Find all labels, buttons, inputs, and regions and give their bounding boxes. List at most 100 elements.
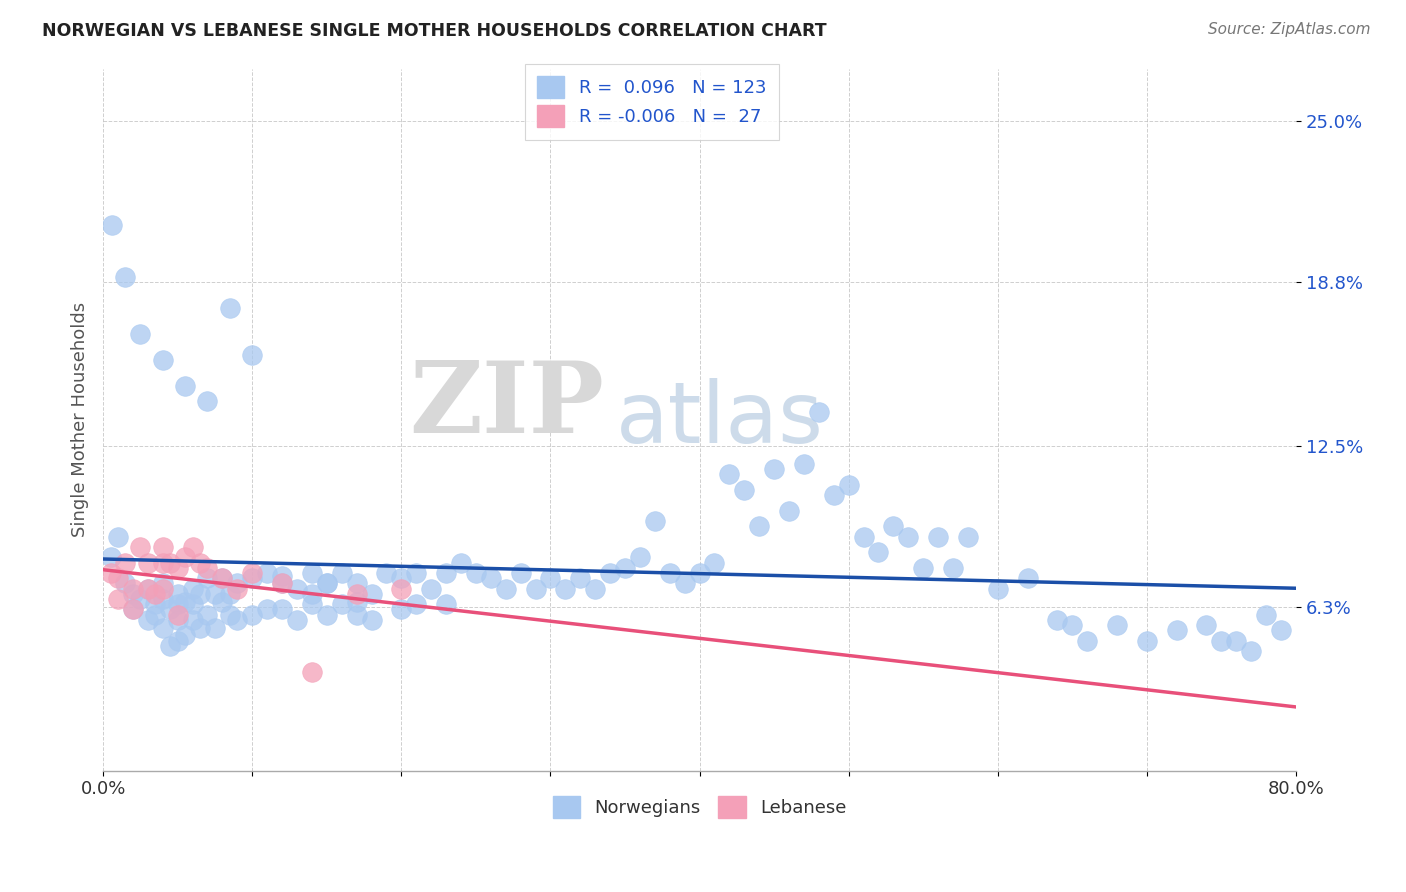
Point [420, 582, 443, 596]
Point [538, 571, 561, 585]
Point [226, 613, 249, 627]
Point [181, 540, 204, 554]
Point [763, 462, 786, 476]
Point [197, 571, 219, 585]
Point [181, 597, 204, 611]
Point [211, 594, 233, 608]
Point [405, 597, 427, 611]
Point [122, 582, 145, 596]
Point [152, 582, 174, 596]
Point [1254, 607, 1277, 622]
Point [658, 566, 681, 580]
Point [240, 348, 263, 362]
Point [375, 566, 398, 580]
Point [689, 566, 711, 580]
Point [181, 613, 204, 627]
Point [197, 607, 219, 622]
Point [166, 633, 188, 648]
Point [271, 602, 294, 616]
Point [218, 607, 240, 622]
Point [1166, 624, 1188, 638]
Point [464, 566, 486, 580]
Point [143, 597, 166, 611]
Point [346, 607, 368, 622]
Text: ZIP: ZIP [409, 357, 605, 454]
Point [301, 665, 323, 679]
Point [1076, 633, 1098, 648]
Point [256, 602, 278, 616]
Point [389, 571, 412, 585]
Point [942, 561, 965, 575]
Point [240, 566, 263, 580]
Point [122, 602, 145, 616]
Point [360, 613, 382, 627]
Text: Source: ZipAtlas.com: Source: ZipAtlas.com [1208, 22, 1371, 37]
Point [256, 566, 278, 580]
Point [174, 379, 197, 393]
Point [152, 621, 174, 635]
Point [1062, 618, 1084, 632]
Text: NORWEGIAN VS LEBANESE SINGLE MOTHER HOUSEHOLDS CORRELATION CHART: NORWEGIAN VS LEBANESE SINGLE MOTHER HOUS… [42, 22, 827, 40]
Point [211, 571, 233, 585]
Point [143, 607, 166, 622]
Point [166, 613, 188, 627]
Point [159, 639, 181, 653]
Point [188, 621, 211, 635]
Point [479, 571, 502, 585]
Point [405, 566, 427, 580]
Point [166, 607, 188, 622]
Point [1211, 633, 1233, 648]
Point [1240, 644, 1263, 658]
Point [673, 576, 696, 591]
Point [204, 621, 226, 635]
Point [868, 545, 890, 559]
Point [599, 566, 621, 580]
Point [733, 483, 755, 497]
Point [927, 530, 949, 544]
Point [956, 530, 979, 544]
Point [301, 597, 323, 611]
Point [129, 326, 152, 341]
Point [226, 582, 249, 596]
Point [509, 566, 531, 580]
Point [315, 607, 337, 622]
Point [315, 576, 337, 591]
Point [897, 530, 920, 544]
Point [346, 587, 368, 601]
Point [583, 582, 606, 596]
Point [204, 587, 226, 601]
Point [240, 571, 263, 585]
Point [107, 530, 129, 544]
Point [807, 405, 830, 419]
Point [434, 566, 457, 580]
Point [152, 540, 174, 554]
Point [450, 556, 472, 570]
Point [166, 597, 188, 611]
Point [778, 503, 800, 517]
Point [129, 540, 152, 554]
Point [644, 514, 666, 528]
Point [218, 301, 240, 315]
Point [136, 582, 159, 596]
Point [1270, 624, 1292, 638]
Point [188, 587, 211, 601]
Point [136, 613, 159, 627]
Point [1195, 618, 1218, 632]
Point [174, 550, 197, 565]
Point [748, 519, 770, 533]
Point [346, 594, 368, 608]
Point [136, 556, 159, 570]
Text: atlas: atlas [616, 378, 824, 461]
Point [389, 582, 412, 596]
Point [226, 576, 249, 591]
Point [823, 488, 845, 502]
Point [330, 566, 353, 580]
Point [143, 587, 166, 601]
Point [434, 597, 457, 611]
Point [122, 587, 145, 601]
Point [166, 561, 188, 575]
Point [107, 571, 129, 585]
Point [285, 613, 308, 627]
Point [1105, 618, 1128, 632]
Point [114, 576, 136, 591]
